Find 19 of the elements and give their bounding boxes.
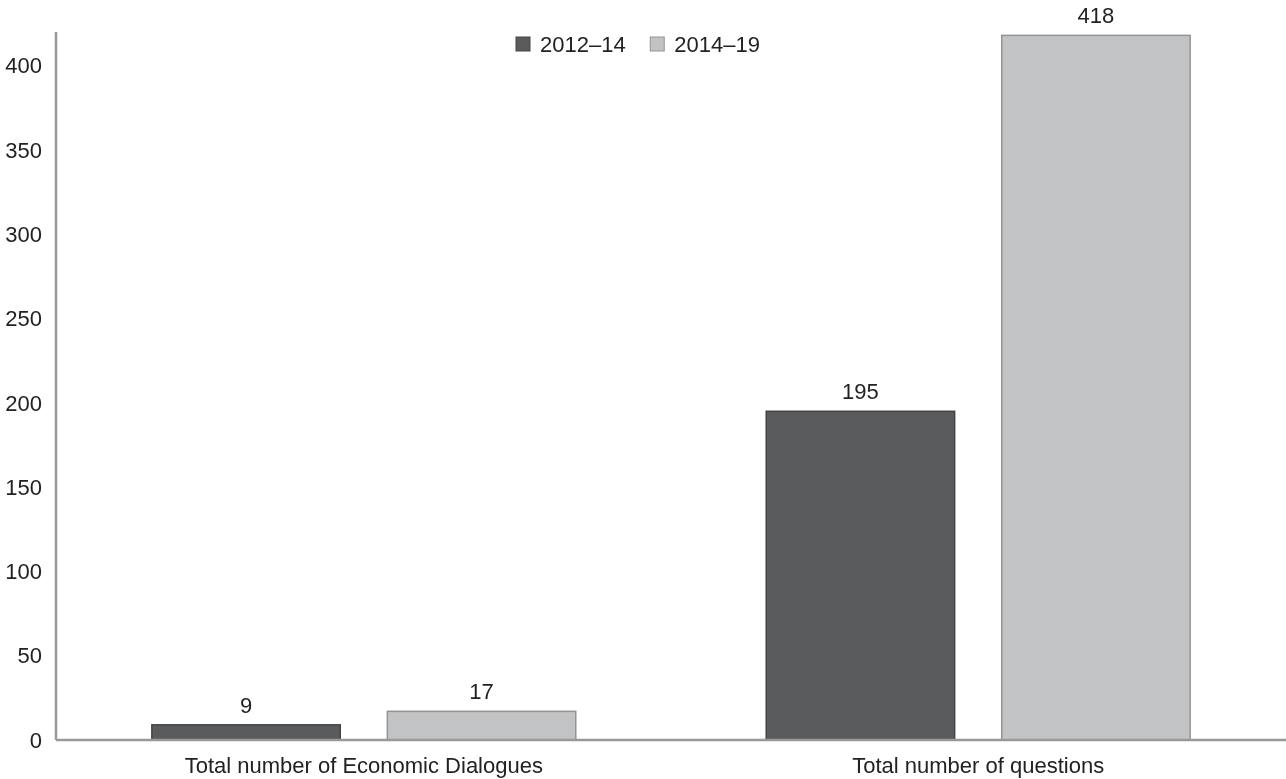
- y-tick-label: 0: [29, 727, 42, 753]
- legend-label: 2012–14: [540, 31, 626, 57]
- data-label: 418: [1077, 3, 1115, 29]
- x-tick-label: Total number of questions: [852, 753, 1105, 778]
- y-tick-label: 50: [17, 643, 42, 669]
- bar: [151, 724, 342, 741]
- y-tick-label: 300: [5, 221, 42, 247]
- y-tick-label: 200: [5, 390, 42, 416]
- bar: [765, 410, 956, 741]
- legend-label: 2014–19: [674, 31, 760, 57]
- data-label: 17: [469, 679, 494, 705]
- y-tick-label: 250: [5, 306, 42, 332]
- y-tick-label: 150: [5, 474, 42, 500]
- y-tick-label: 350: [5, 137, 42, 163]
- data-label: 9: [239, 692, 253, 718]
- x-tick-label: Total number of Economic Dialogues: [184, 753, 543, 778]
- data-label: 195: [842, 379, 879, 405]
- y-tick-label: 400: [5, 53, 42, 79]
- y-tick-label: 100: [5, 559, 42, 585]
